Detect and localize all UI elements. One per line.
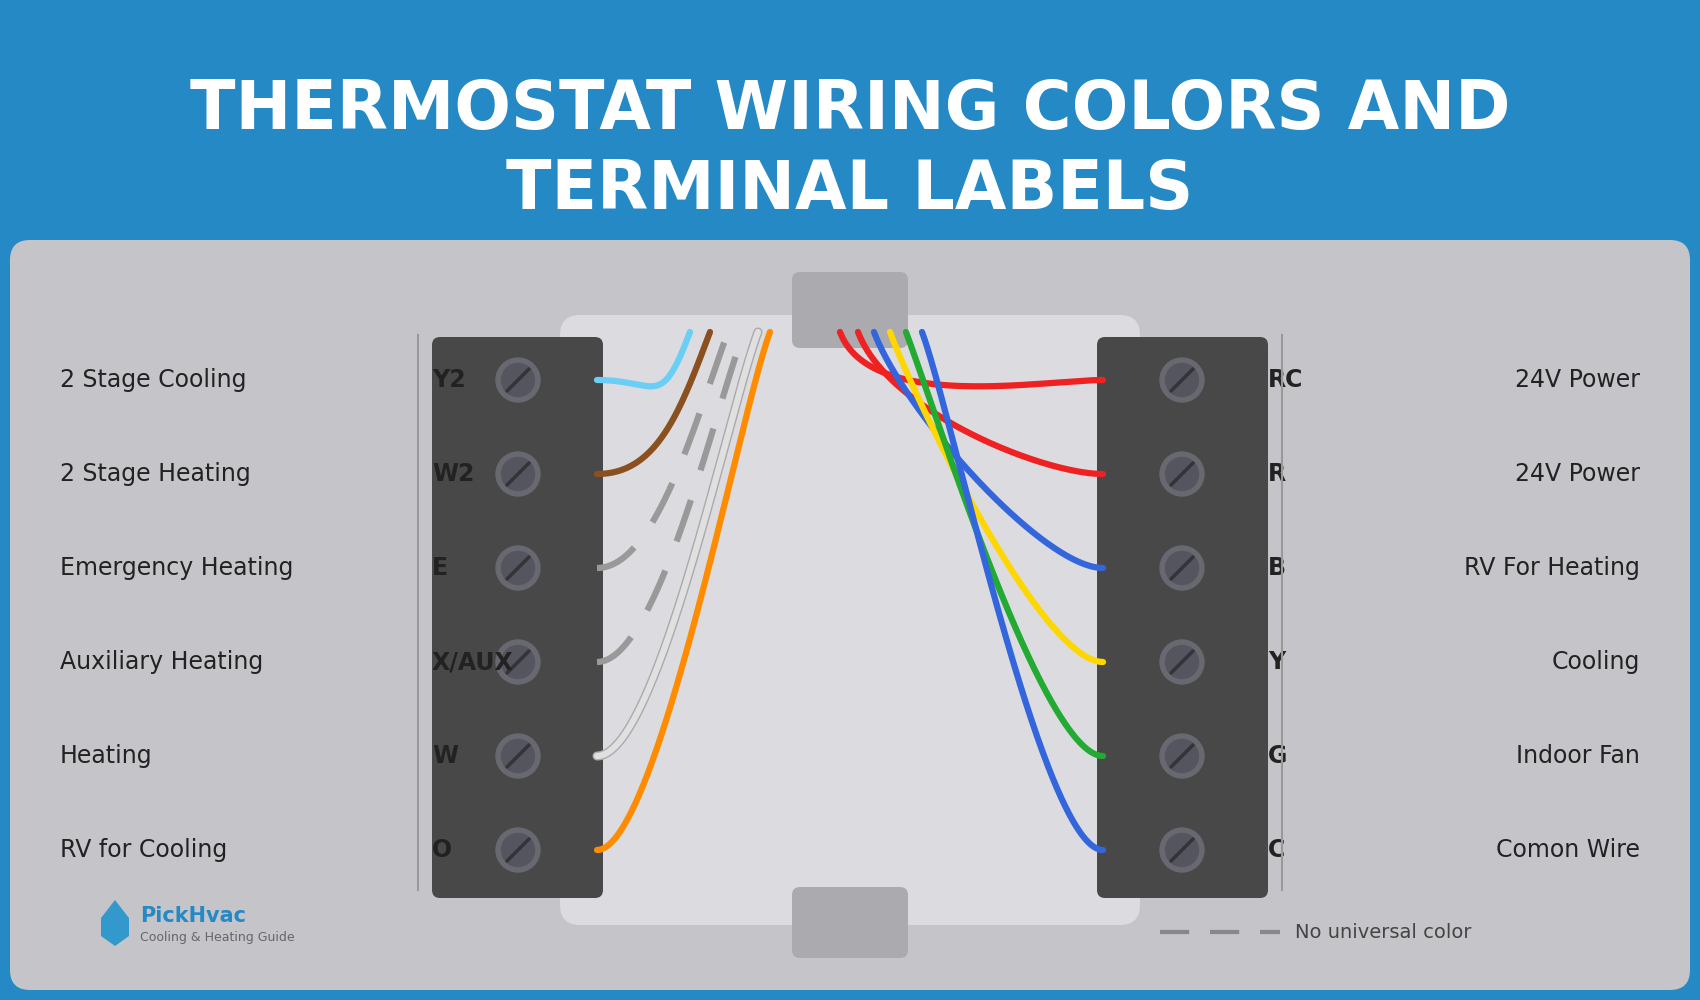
Text: B: B xyxy=(1268,556,1285,580)
Circle shape xyxy=(496,546,541,590)
Text: THERMOSTAT WIRING COLORS AND: THERMOSTAT WIRING COLORS AND xyxy=(190,77,1510,143)
Text: Y: Y xyxy=(1268,650,1285,674)
Circle shape xyxy=(1159,452,1204,496)
Text: PickHvac: PickHvac xyxy=(139,906,246,926)
Text: RV for Cooling: RV for Cooling xyxy=(60,838,228,862)
Circle shape xyxy=(502,458,534,490)
Circle shape xyxy=(1166,363,1198,396)
Circle shape xyxy=(1166,552,1198,584)
Text: G: G xyxy=(1268,744,1287,768)
Text: Emergency Heating: Emergency Heating xyxy=(60,556,294,580)
Text: E: E xyxy=(432,556,449,580)
Text: 2 Stage Heating: 2 Stage Heating xyxy=(60,462,252,486)
Text: TERMINAL LABELS: TERMINAL LABELS xyxy=(507,157,1193,223)
Circle shape xyxy=(502,646,534,678)
Text: Heating: Heating xyxy=(60,744,153,768)
FancyBboxPatch shape xyxy=(559,315,1141,925)
Text: RC: RC xyxy=(1268,368,1304,392)
Circle shape xyxy=(1159,546,1204,590)
FancyBboxPatch shape xyxy=(10,240,1690,990)
Text: Cooling: Cooling xyxy=(1552,650,1640,674)
FancyBboxPatch shape xyxy=(792,272,908,348)
Text: 24V Power: 24V Power xyxy=(1515,368,1640,392)
Circle shape xyxy=(502,363,534,396)
Circle shape xyxy=(502,740,534,772)
Circle shape xyxy=(496,358,541,402)
Text: Comon Wire: Comon Wire xyxy=(1496,838,1640,862)
Text: No universal color: No universal color xyxy=(1295,922,1472,942)
Text: 2 Stage Cooling: 2 Stage Cooling xyxy=(60,368,246,392)
Text: 24V Power: 24V Power xyxy=(1515,462,1640,486)
Circle shape xyxy=(1166,740,1198,772)
Circle shape xyxy=(1159,358,1204,402)
FancyBboxPatch shape xyxy=(432,337,604,898)
Circle shape xyxy=(1159,640,1204,684)
Text: C: C xyxy=(1268,838,1285,862)
Text: W2: W2 xyxy=(432,462,474,486)
Polygon shape xyxy=(100,900,129,946)
Text: Auxiliary Heating: Auxiliary Heating xyxy=(60,650,264,674)
Text: Cooling & Heating Guide: Cooling & Heating Guide xyxy=(139,932,294,944)
Circle shape xyxy=(502,552,534,584)
Text: X/AUX: X/AUX xyxy=(432,650,513,674)
Circle shape xyxy=(496,734,541,778)
Circle shape xyxy=(1166,834,1198,866)
Text: R: R xyxy=(1268,462,1287,486)
Text: RV For Heating: RV For Heating xyxy=(1464,556,1640,580)
Text: O: O xyxy=(432,838,452,862)
Circle shape xyxy=(496,828,541,872)
Circle shape xyxy=(1166,646,1198,678)
FancyBboxPatch shape xyxy=(792,887,908,958)
Circle shape xyxy=(496,452,541,496)
Circle shape xyxy=(1166,458,1198,490)
Text: W: W xyxy=(432,744,457,768)
Circle shape xyxy=(1159,828,1204,872)
Circle shape xyxy=(1159,734,1204,778)
Circle shape xyxy=(496,640,541,684)
Text: Y2: Y2 xyxy=(432,368,466,392)
Text: Indoor Fan: Indoor Fan xyxy=(1516,744,1640,768)
Circle shape xyxy=(502,834,534,866)
FancyBboxPatch shape xyxy=(1096,337,1268,898)
